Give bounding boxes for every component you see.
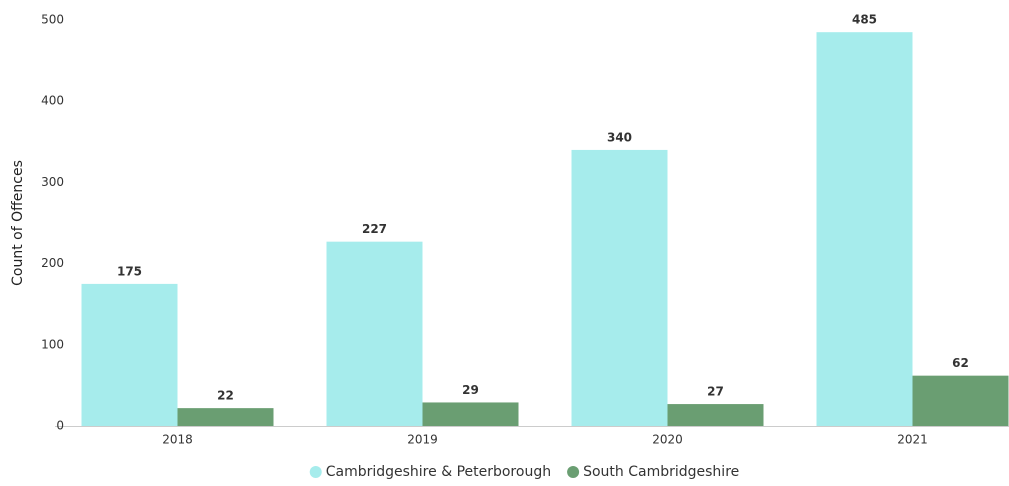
- value-label: 175: [117, 264, 142, 278]
- y-tick-label: 500: [41, 13, 64, 27]
- value-label: 62: [952, 356, 969, 370]
- bar: [81, 283, 178, 426]
- y-tick-label: 0: [56, 419, 64, 433]
- x-tick-label: 2018: [162, 433, 193, 447]
- bar: [177, 408, 274, 426]
- value-label: 22: [217, 389, 234, 403]
- bar: [667, 404, 764, 426]
- y-tick-label: 300: [41, 175, 64, 189]
- y-tick-label: 400: [41, 94, 64, 108]
- legend-label: South Cambridgeshire: [583, 464, 739, 480]
- value-label: 227: [362, 222, 387, 236]
- value-label: 485: [852, 13, 877, 27]
- legend-marker: [309, 466, 322, 478]
- bar: [912, 375, 1009, 426]
- y-tick-label: 100: [41, 337, 64, 351]
- x-tick-label: 2021: [897, 433, 928, 447]
- value-label: 27: [707, 385, 724, 399]
- x-tick-label: 2020: [652, 433, 683, 447]
- y-axis-title: Count of Offences: [10, 160, 26, 286]
- value-label: 29: [462, 383, 479, 397]
- bar: [422, 402, 519, 426]
- legend-label: Cambridgeshire & Peterborough: [326, 464, 551, 480]
- bar: [326, 241, 423, 426]
- bar: [816, 32, 913, 427]
- value-label: 340: [607, 130, 632, 144]
- y-tick-label: 200: [41, 256, 64, 270]
- x-tick-label: 2019: [407, 433, 438, 447]
- legend-marker: [567, 466, 580, 478]
- bar: [571, 149, 668, 427]
